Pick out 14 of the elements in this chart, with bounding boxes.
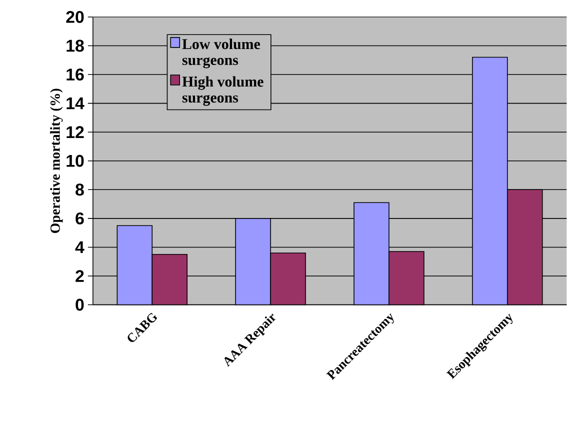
y-tick-label: 0	[76, 298, 84, 311]
y-tick-label: 10	[66, 155, 84, 168]
y-tick-label: 20	[66, 11, 84, 24]
y-tick-label: 8	[76, 184, 84, 196]
y-tick-label: 18	[66, 40, 84, 52]
y-tick-label: 14	[66, 98, 84, 110]
y-tick-label: 6	[76, 212, 84, 225]
y-tick-label: 4	[75, 242, 84, 254]
y-tick-label: 16	[66, 68, 84, 81]
legend-label: Low volume surgeons	[182, 38, 260, 68]
legend-label: High volume surgeons	[182, 76, 264, 106]
y-tick-label: 12	[66, 126, 84, 138]
y-axis-title: Operative mortality (%)	[50, 88, 63, 234]
y-tick-label: 2	[76, 270, 84, 282]
